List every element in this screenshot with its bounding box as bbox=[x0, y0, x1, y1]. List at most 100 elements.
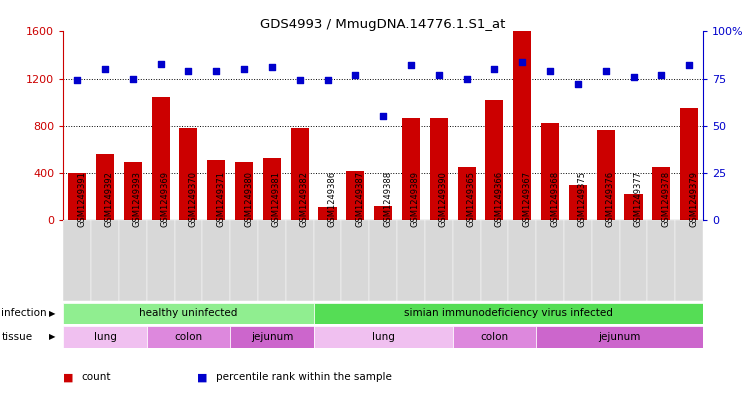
Point bbox=[294, 77, 306, 84]
Bar bbox=[536, 326, 703, 348]
Bar bbox=[620, 220, 647, 301]
Bar bbox=[402, 118, 420, 220]
Bar bbox=[119, 220, 147, 301]
Bar bbox=[202, 220, 230, 301]
Bar bbox=[124, 162, 142, 220]
Text: GSM1249375: GSM1249375 bbox=[578, 171, 587, 226]
Bar bbox=[481, 220, 508, 301]
Bar bbox=[374, 206, 392, 220]
Bar bbox=[425, 220, 452, 301]
Point bbox=[321, 77, 333, 84]
Text: GSM1249370: GSM1249370 bbox=[188, 171, 197, 226]
Text: GSM1249367: GSM1249367 bbox=[522, 171, 531, 226]
Bar bbox=[175, 220, 202, 301]
Text: GSM1249379: GSM1249379 bbox=[689, 171, 698, 226]
Bar bbox=[318, 207, 336, 220]
Point bbox=[628, 73, 640, 80]
Bar bbox=[63, 303, 314, 324]
Text: colon: colon bbox=[481, 332, 508, 342]
Bar bbox=[91, 220, 119, 301]
Text: lung: lung bbox=[372, 332, 394, 342]
Bar bbox=[536, 220, 564, 301]
Bar bbox=[676, 220, 703, 301]
Point bbox=[683, 62, 695, 68]
Bar bbox=[513, 31, 531, 220]
Bar bbox=[235, 162, 253, 220]
Text: GSM1249380: GSM1249380 bbox=[244, 171, 253, 226]
Text: GSM1249369: GSM1249369 bbox=[161, 171, 170, 226]
Bar bbox=[314, 220, 341, 301]
Bar bbox=[564, 220, 591, 301]
Bar bbox=[258, 220, 286, 301]
Bar bbox=[452, 326, 536, 348]
Point bbox=[182, 68, 194, 74]
Text: colon: colon bbox=[174, 332, 202, 342]
Point bbox=[377, 113, 389, 119]
Bar bbox=[458, 167, 475, 220]
Bar bbox=[314, 326, 452, 348]
Bar bbox=[263, 158, 281, 220]
Text: count: count bbox=[82, 372, 112, 382]
Point bbox=[211, 68, 222, 74]
Bar bbox=[152, 97, 170, 220]
Text: GSM1249378: GSM1249378 bbox=[661, 171, 670, 226]
Point bbox=[489, 66, 501, 72]
Text: ▶: ▶ bbox=[49, 332, 56, 342]
Point bbox=[405, 62, 417, 68]
Bar bbox=[591, 220, 620, 301]
Text: tissue: tissue bbox=[1, 332, 33, 342]
Text: simian immunodeficiency virus infected: simian immunodeficiency virus infected bbox=[404, 309, 613, 318]
Point bbox=[655, 72, 667, 78]
Text: GSM1249387: GSM1249387 bbox=[356, 171, 365, 226]
Point bbox=[99, 66, 111, 72]
Text: GSM1249376: GSM1249376 bbox=[606, 171, 615, 226]
Bar bbox=[179, 128, 197, 220]
Bar bbox=[346, 171, 365, 220]
Bar bbox=[63, 326, 147, 348]
Text: jejunum: jejunum bbox=[251, 332, 293, 342]
Text: ■: ■ bbox=[63, 372, 74, 382]
Bar bbox=[291, 128, 309, 220]
Text: percentile rank within the sample: percentile rank within the sample bbox=[216, 372, 391, 382]
Bar bbox=[452, 220, 481, 301]
Bar bbox=[286, 220, 314, 301]
Text: GSM1249365: GSM1249365 bbox=[466, 171, 475, 226]
Bar bbox=[230, 220, 258, 301]
Bar bbox=[63, 220, 91, 301]
Bar bbox=[341, 220, 369, 301]
Text: jejunum: jejunum bbox=[598, 332, 641, 342]
Text: GSM1249371: GSM1249371 bbox=[217, 171, 225, 226]
Text: GSM1249368: GSM1249368 bbox=[550, 171, 559, 226]
Bar bbox=[430, 118, 448, 220]
Point bbox=[126, 75, 138, 82]
Point bbox=[266, 64, 278, 70]
Point bbox=[350, 72, 362, 78]
Text: ▶: ▶ bbox=[49, 309, 56, 318]
Text: GSM1249388: GSM1249388 bbox=[383, 171, 392, 226]
Bar bbox=[230, 326, 314, 348]
Text: healthy uninfected: healthy uninfected bbox=[139, 309, 237, 318]
Text: GSM1249386: GSM1249386 bbox=[327, 171, 336, 226]
Bar bbox=[147, 326, 230, 348]
Text: infection: infection bbox=[1, 309, 47, 318]
Point bbox=[155, 61, 167, 67]
Text: GDS4993 / MmugDNA.14776.1.S1_at: GDS4993 / MmugDNA.14776.1.S1_at bbox=[260, 18, 506, 31]
Bar bbox=[485, 100, 504, 220]
Bar bbox=[652, 167, 670, 220]
Text: GSM1249392: GSM1249392 bbox=[105, 171, 114, 226]
Bar bbox=[68, 173, 86, 220]
Point bbox=[461, 75, 472, 82]
Point bbox=[433, 72, 445, 78]
Text: ■: ■ bbox=[197, 372, 208, 382]
Bar bbox=[597, 130, 615, 220]
Text: GSM1249390: GSM1249390 bbox=[439, 171, 448, 226]
Bar bbox=[624, 194, 643, 220]
Bar bbox=[207, 160, 225, 220]
Point bbox=[572, 81, 584, 87]
Point bbox=[516, 59, 528, 65]
Bar bbox=[369, 220, 397, 301]
Bar bbox=[314, 303, 703, 324]
Text: GSM1249377: GSM1249377 bbox=[634, 171, 643, 226]
Point bbox=[238, 66, 250, 72]
Text: GSM1249391: GSM1249391 bbox=[77, 171, 86, 226]
